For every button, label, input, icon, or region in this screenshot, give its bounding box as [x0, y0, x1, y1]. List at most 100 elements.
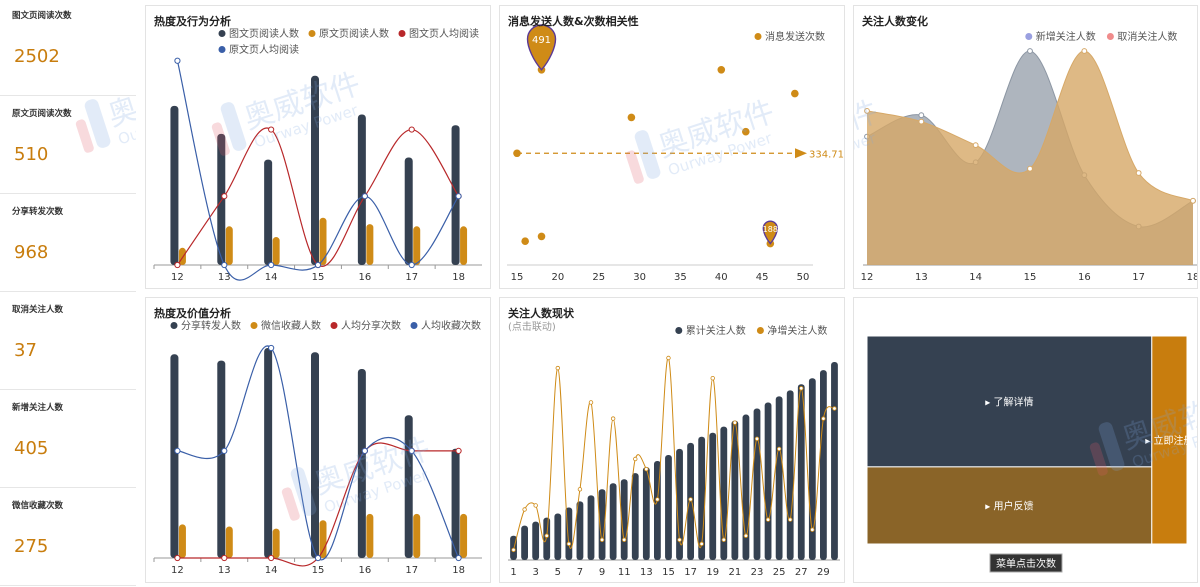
- line-point[interactable]: [721, 537, 726, 542]
- line-point[interactable]: [655, 497, 660, 502]
- line-point[interactable]: [599, 537, 605, 542]
- area-point[interactable]: [1081, 48, 1088, 54]
- line-point[interactable]: [174, 261, 181, 269]
- line-point[interactable]: [314, 261, 322, 269]
- bar[interactable]: [731, 420, 739, 560]
- bar[interactable]: [451, 448, 460, 558]
- line-point[interactable]: [577, 487, 583, 492]
- pin-marker[interactable]: [762, 220, 779, 245]
- bar[interactable]: [357, 114, 366, 266]
- line-point[interactable]: [221, 447, 228, 454]
- line-point[interactable]: [408, 447, 415, 454]
- line-point[interactable]: [174, 447, 181, 454]
- line-point[interactable]: [455, 193, 462, 200]
- line-point[interactable]: [544, 533, 549, 538]
- bar[interactable]: [631, 473, 639, 560]
- bar[interactable]: [709, 432, 717, 560]
- line-point[interactable]: [174, 57, 181, 64]
- area-point[interactable]: [918, 118, 925, 125]
- line-point[interactable]: [268, 344, 275, 352]
- line-point[interactable]: [754, 436, 760, 441]
- bar[interactable]: [178, 524, 186, 558]
- bar[interactable]: [797, 384, 805, 560]
- bar[interactable]: [264, 159, 273, 265]
- line-point[interactable]: [743, 533, 749, 538]
- area-point[interactable]: [972, 142, 979, 149]
- line-point[interactable]: [821, 416, 826, 421]
- follow-status-chart[interactable]: 净增关注人数累计关注人数1357911131517192123252729奥威软…: [500, 298, 845, 583]
- line-point[interactable]: [688, 497, 693, 502]
- line-point[interactable]: [268, 126, 275, 133]
- line-point[interactable]: [268, 261, 275, 269]
- bar[interactable]: [665, 454, 672, 560]
- bar[interactable]: [225, 226, 233, 265]
- line-point[interactable]: [788, 517, 793, 522]
- bar[interactable]: [775, 396, 783, 560]
- area-point[interactable]: [1190, 197, 1196, 204]
- line-point[interactable]: [799, 386, 804, 391]
- bar[interactable]: [554, 513, 562, 560]
- line-point[interactable]: [221, 261, 228, 269]
- treemap-cell[interactable]: [1151, 335, 1188, 545]
- area-point[interactable]: [918, 112, 925, 119]
- line-point[interactable]: [699, 541, 704, 547]
- pin-marker[interactable]: [526, 24, 557, 71]
- bar[interactable]: [753, 408, 761, 561]
- line-point[interactable]: [610, 416, 616, 421]
- bar[interactable]: [178, 247, 186, 265]
- line-point[interactable]: [765, 517, 771, 522]
- bar[interactable]: [820, 370, 827, 560]
- line-point[interactable]: [566, 541, 572, 547]
- line-point[interactable]: [314, 554, 322, 562]
- bar[interactable]: [319, 520, 327, 558]
- bar[interactable]: [311, 75, 319, 265]
- line-point[interactable]: [810, 527, 815, 532]
- bar[interactable]: [460, 513, 468, 558]
- bar[interactable]: [225, 526, 233, 559]
- scatter-point[interactable]: [513, 149, 521, 158]
- area-point[interactable]: [864, 108, 870, 114]
- bar[interactable]: [366, 224, 374, 265]
- line-point[interactable]: [455, 554, 462, 562]
- bar[interactable]: [217, 133, 226, 265]
- line-point[interactable]: [455, 447, 462, 454]
- follow-change-chart[interactable]: 取消关注人数新增关注人数12131415161718奥威软件Ourway Pow…: [854, 6, 1198, 289]
- scatter-point[interactable]: [742, 127, 750, 136]
- scatter-point[interactable]: [537, 232, 546, 241]
- bar[interactable]: [642, 467, 650, 560]
- scatter-point[interactable]: [521, 237, 529, 245]
- treemap-cell[interactable]: [866, 335, 1153, 468]
- line-point[interactable]: [555, 365, 560, 371]
- bar[interactable]: [217, 360, 226, 558]
- bar[interactable]: [609, 483, 617, 560]
- line-point[interactable]: [732, 420, 738, 425]
- bar[interactable]: [170, 105, 179, 266]
- scatter-point[interactable]: [791, 89, 799, 98]
- bar[interactable]: [357, 369, 366, 558]
- line-point[interactable]: [677, 537, 682, 542]
- message-correlation-chart[interactable]: 消息发送次数 15 20 25 30 35 40 45 50 334.71 491 188 奥威软件Ou…: [500, 6, 845, 289]
- line-point[interactable]: [776, 446, 782, 452]
- bar[interactable]: [311, 352, 319, 558]
- bar[interactable]: [264, 348, 273, 558]
- line-point[interactable]: [666, 355, 671, 361]
- bar[interactable]: [543, 517, 551, 560]
- bar[interactable]: [764, 402, 772, 560]
- bar[interactable]: [460, 226, 468, 265]
- bar[interactable]: [521, 525, 528, 560]
- bar[interactable]: [576, 501, 584, 560]
- bar[interactable]: [413, 226, 421, 265]
- line-point[interactable]: [588, 400, 594, 405]
- bar[interactable]: [404, 157, 413, 266]
- line-point[interactable]: [174, 554, 181, 562]
- bar[interactable]: [319, 217, 327, 265]
- line-point[interactable]: [268, 554, 275, 562]
- line-point[interactable]: [511, 547, 516, 553]
- bar[interactable]: [598, 489, 606, 560]
- bar[interactable]: [532, 521, 540, 560]
- line-point[interactable]: [633, 456, 638, 462]
- line-point[interactable]: [361, 193, 368, 200]
- line-point[interactable]: [533, 503, 538, 508]
